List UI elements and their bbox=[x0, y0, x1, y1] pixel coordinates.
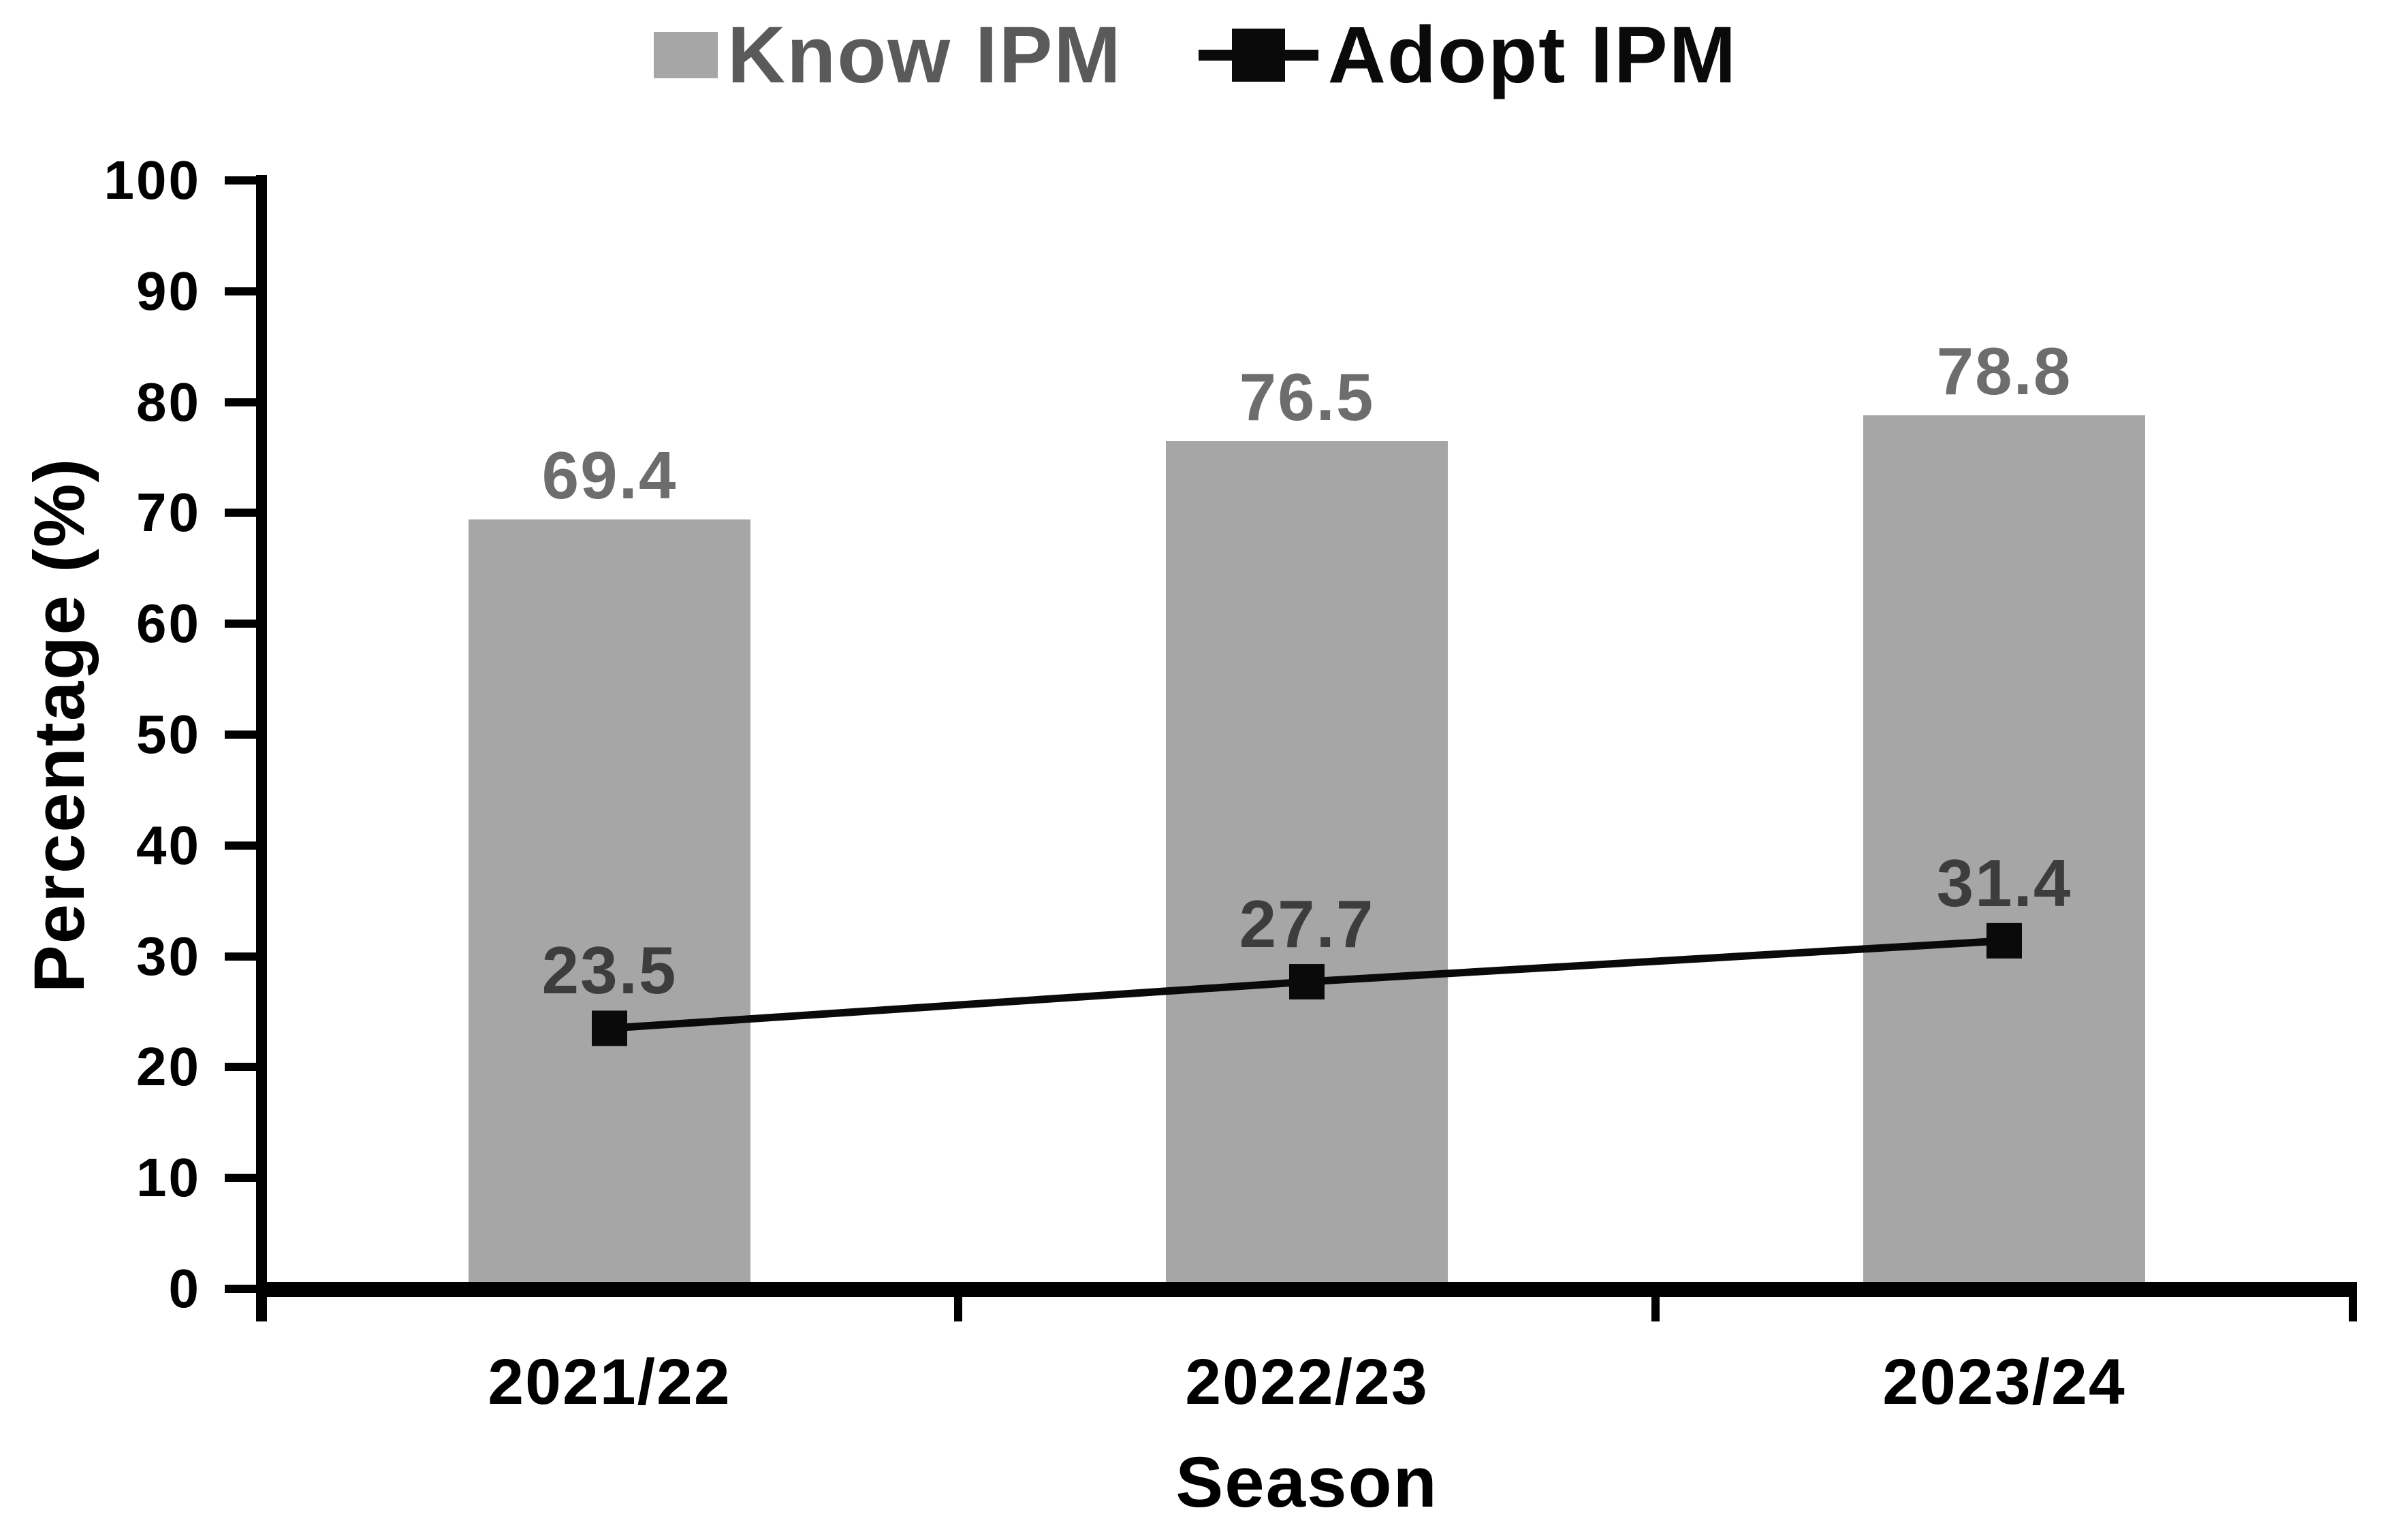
line-series-marker-icon bbox=[1198, 28, 1318, 82]
legend-label-know-ipm: Know IPM bbox=[727, 10, 1122, 100]
legend-item-know-ipm: Know IPM bbox=[653, 4, 1122, 106]
y-tick-label: 70 bbox=[136, 482, 201, 543]
y-tick-label: 0 bbox=[168, 1258, 201, 1319]
x-boundary-tick bbox=[1651, 1297, 1660, 1321]
bar-2022/23 bbox=[1166, 440, 1448, 1289]
legend-item-adopt-ipm: Adopt IPM bbox=[1198, 4, 1738, 106]
y-tick-label: 30 bbox=[136, 925, 201, 986]
bar-2021/22 bbox=[469, 519, 750, 1289]
x-axis-title: Season bbox=[1175, 1443, 1438, 1522]
y-tick bbox=[225, 952, 256, 961]
bar-2023/24 bbox=[1863, 415, 2145, 1289]
y-tick bbox=[225, 841, 256, 850]
legend-square-marker bbox=[1231, 29, 1285, 82]
x-boundary-tick bbox=[2349, 1297, 2357, 1321]
y-tick bbox=[225, 1285, 256, 1293]
x-tick-label: 2022/23 bbox=[1185, 1346, 1429, 1418]
line-value-label: 23.5 bbox=[541, 933, 678, 1008]
legend-label-adopt-ipm: Adopt IPM bbox=[1327, 10, 1738, 100]
y-tick bbox=[225, 509, 256, 517]
x-tick-label: 2021/22 bbox=[488, 1346, 731, 1418]
y-tick bbox=[225, 398, 256, 406]
y-axis-line bbox=[256, 175, 267, 1321]
bar-value-label: 76.5 bbox=[1239, 359, 1375, 434]
bar-value-label: 78.8 bbox=[1936, 334, 2072, 409]
x-axis-line bbox=[256, 1282, 2357, 1297]
y-tick-label: 90 bbox=[136, 260, 201, 321]
line-value-label: 31.4 bbox=[1936, 845, 2072, 920]
y-tick-label: 60 bbox=[136, 593, 201, 654]
y-tick-label: 20 bbox=[136, 1036, 201, 1097]
y-tick bbox=[225, 620, 256, 628]
bar-series-swatch-icon bbox=[653, 32, 718, 78]
y-tick bbox=[225, 731, 256, 739]
x-boundary-tick bbox=[954, 1297, 962, 1321]
y-tick bbox=[225, 1174, 256, 1183]
y-tick-label: 100 bbox=[104, 150, 201, 210]
y-tick bbox=[225, 1063, 256, 1072]
x-tick-label: 2023/24 bbox=[1882, 1346, 2126, 1418]
y-tick-label: 50 bbox=[136, 704, 201, 765]
y-tick-label: 40 bbox=[136, 814, 201, 876]
y-tick-label: 10 bbox=[136, 1147, 201, 1208]
legend: Know IPM Adopt IPM bbox=[0, 4, 2391, 106]
y-tick bbox=[225, 176, 256, 185]
y-tick-label: 80 bbox=[136, 371, 201, 432]
bar-value-label: 69.4 bbox=[541, 438, 678, 513]
line-value-label: 27.7 bbox=[1239, 886, 1375, 962]
y-tick bbox=[225, 287, 256, 295]
